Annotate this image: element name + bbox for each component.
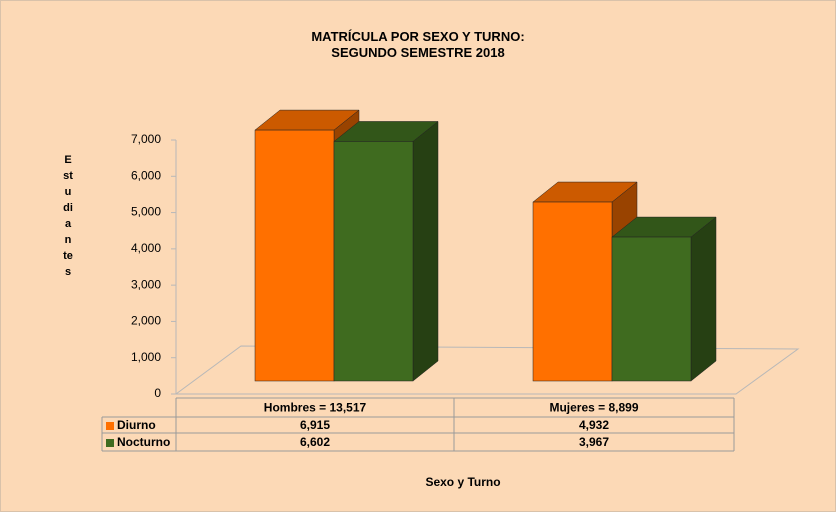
bar-side bbox=[412, 120, 439, 382]
legend-label: Diurno bbox=[117, 418, 156, 432]
x-tick-label: Mujeres = 8,899 bbox=[549, 401, 638, 415]
bar bbox=[611, 236, 692, 382]
y-tick-label: 0 bbox=[154, 386, 161, 400]
floor bbox=[174, 345, 800, 395]
data-label: 6,602 bbox=[300, 435, 330, 449]
bar bbox=[254, 129, 335, 382]
y-tick-label: 1,000 bbox=[131, 350, 161, 364]
y-tick-label: 6,000 bbox=[131, 168, 161, 182]
data-label: 3,967 bbox=[579, 435, 609, 449]
y-axis-label: Estudiantes bbox=[63, 154, 73, 278]
data-label: 4,932 bbox=[579, 418, 609, 432]
x-axis-label: Sexo y Turno bbox=[425, 475, 500, 489]
y-tick-label: 2,000 bbox=[131, 314, 161, 328]
legend-label: Nocturno bbox=[117, 435, 170, 449]
bar bbox=[333, 141, 414, 382]
legend-swatch bbox=[106, 422, 114, 430]
x-tick-label: Hombres = 13,517 bbox=[264, 401, 367, 415]
y-tick-label: 3,000 bbox=[131, 277, 161, 291]
bar-side bbox=[690, 216, 717, 382]
bar bbox=[532, 201, 613, 382]
y-tick-label: 4,000 bbox=[131, 241, 161, 255]
data-label: 6,915 bbox=[300, 418, 330, 432]
y-tick-label: 5,000 bbox=[131, 205, 161, 219]
legend-swatch bbox=[106, 439, 114, 447]
y-tick-label: 7,000 bbox=[131, 132, 161, 146]
chart-title: MATRÍCULA POR SEXO Y TURNO: SEGUNDO SEME… bbox=[311, 29, 525, 60]
